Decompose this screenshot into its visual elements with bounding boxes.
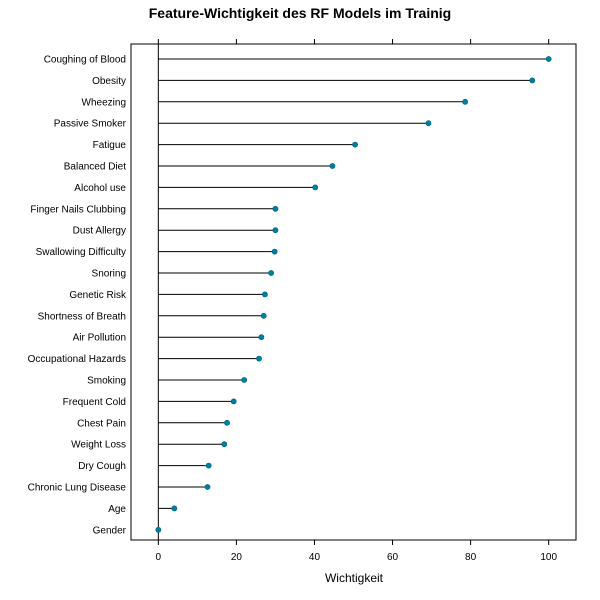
y-tick-label: Coughing of Blood	[44, 55, 126, 66]
chart-title: Feature-Wichtigkeit des RF Models im Tra…	[149, 5, 451, 21]
x-tick-label: 40	[309, 552, 321, 563]
y-tick-label: Chronic Lung Disease	[28, 483, 127, 494]
data-point	[224, 419, 230, 426]
x-axis-label: Wichtigkeit	[325, 571, 384, 585]
y-tick-label: Frequent Cold	[63, 397, 126, 408]
data-point	[241, 377, 248, 383]
data-point	[425, 120, 432, 127]
data-point	[256, 355, 262, 362]
data-point	[221, 441, 228, 448]
data-point	[155, 526, 162, 533]
data-point	[204, 484, 211, 490]
y-tick-label: Smoking	[87, 376, 126, 387]
data-point	[272, 205, 279, 212]
plot-frame	[130, 43, 577, 541]
y-tick-label: Age	[108, 504, 126, 515]
data-point	[268, 270, 275, 276]
y-tick-label: Obesity	[92, 76, 126, 87]
data-point	[312, 184, 319, 191]
data-point	[260, 312, 267, 319]
points-group	[155, 56, 552, 533]
y-tick-label: Gender	[93, 525, 127, 536]
data-point	[545, 56, 552, 62]
y-tick-label: Passive Smoker	[54, 119, 127, 130]
y-tick-labels: Coughing of Blood Obesity Wheezing Passive …	[28, 55, 127, 537]
data-point	[171, 505, 178, 512]
x-tick-label: 80	[465, 552, 477, 563]
y-tick-label: Swallowing Difficulty	[36, 247, 126, 258]
data-point	[230, 398, 237, 405]
y-tick-label: Dust Allergy	[73, 226, 126, 237]
y-tick-label: Finger Nails Clubbing	[30, 204, 126, 215]
data-point	[261, 291, 268, 298]
y-tick-label: Dry Cough	[78, 461, 126, 472]
y-tick-label: Occupational Hazards	[28, 354, 126, 365]
y-tick-label: Fatigue	[93, 140, 127, 151]
x-ticks: 0 20 40 60 80 100	[156, 39, 557, 563]
y-tick-label: Air Pollution	[73, 333, 126, 344]
data-point	[258, 334, 265, 341]
stems-group	[157, 44, 549, 540]
y-tick-label: Wheezing	[82, 97, 126, 108]
x-tick-label: 100	[540, 552, 557, 563]
y-tick-label: Shortness of Breath	[38, 311, 126, 322]
x-tick-label: 60	[387, 552, 399, 563]
data-point	[462, 98, 469, 105]
x-tick-label: 20	[231, 552, 243, 563]
data-point	[329, 163, 336, 169]
data-point	[272, 227, 279, 234]
y-tick-label: Chest Pain	[77, 418, 126, 429]
x-tick-label: 0	[156, 552, 162, 563]
y-tick-label: Alcohol use	[74, 183, 126, 194]
data-point	[205, 462, 212, 469]
y-tick-label: Weight Loss	[71, 440, 126, 451]
data-point	[271, 248, 278, 255]
y-tick-label: Snoring	[92, 269, 126, 280]
y-tick-label: Genetic Risk	[69, 290, 127, 301]
data-point	[352, 141, 358, 148]
data-point	[529, 77, 536, 84]
y-tick-label: Balanced Diet	[64, 162, 126, 173]
